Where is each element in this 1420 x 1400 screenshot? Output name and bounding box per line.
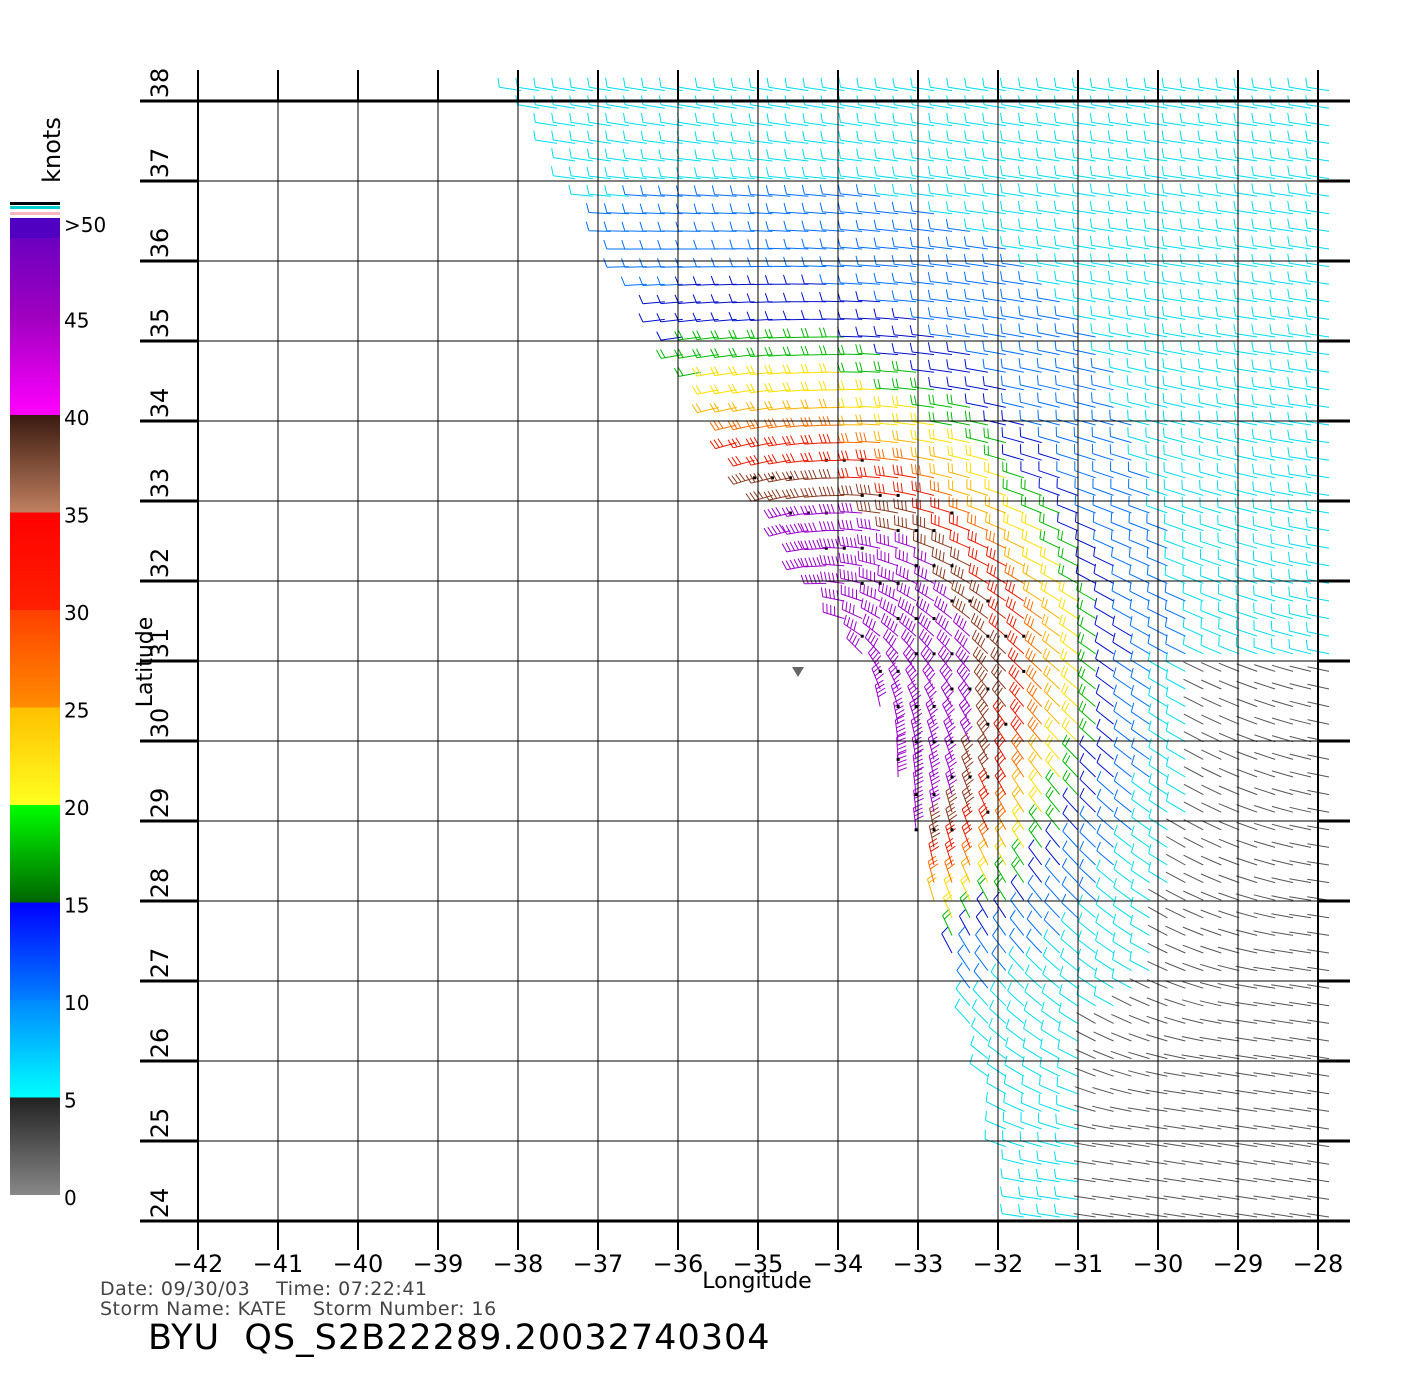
- color-legend: 0 5 10 15 20 25 30 35 40 45 >50: [10, 202, 106, 1210]
- y-tick-label: 30: [146, 708, 174, 739]
- storm-info-line: Storm Name: KATE Storm Number: 16: [100, 1298, 497, 1320]
- date-time-line: Date: 09/30/03 Time: 07:22:41: [100, 1278, 428, 1300]
- legend-bin: [10, 415, 60, 513]
- legend-stripe: [10, 202, 60, 205]
- x-tick-label: −33: [893, 1250, 944, 1278]
- x-tick-label: −36: [653, 1250, 704, 1278]
- y-tick-label: 32: [146, 548, 174, 579]
- y-axis-label: Latitude: [133, 617, 158, 708]
- legend-bin: [10, 610, 60, 708]
- legend-bin: [10, 1000, 60, 1098]
- file-title: BYU QS_S2B22289.20032740304: [148, 1318, 771, 1358]
- y-tick-label: 29: [146, 788, 174, 819]
- grid-lines: [197, 100, 1319, 1222]
- storm-center-icon: [792, 667, 804, 677]
- x-tick-label: −31: [1053, 1250, 1104, 1278]
- time-label: Time:: [276, 1278, 332, 1300]
- legend-bin: [10, 218, 60, 238]
- x-tick-label: −32: [973, 1250, 1024, 1278]
- legend-bin: [10, 805, 60, 903]
- legend-label: 0: [64, 1186, 77, 1210]
- legend-label: 45: [64, 309, 89, 333]
- storm-number-value: 16: [471, 1298, 497, 1320]
- x-tick-label: −37: [573, 1250, 624, 1278]
- x-tick-label: −40: [333, 1250, 384, 1278]
- y-tick-label: 27: [146, 948, 174, 979]
- time-value: 07:22:41: [338, 1278, 428, 1300]
- y-tick-label: 26: [146, 1028, 174, 1059]
- x-tick-label: −42: [173, 1250, 224, 1278]
- legend-label: 30: [64, 601, 89, 625]
- y-tick-label: 34: [146, 388, 174, 419]
- storm-name-label: Storm Name:: [100, 1298, 232, 1320]
- x-axis-ticks: −42 −41 −40 −39 −38 −37 −36 −35 −34 −33 −32 −31 −30 −…: [173, 70, 1344, 1278]
- y-tick-label: 38: [146, 68, 174, 99]
- legend-bin: [10, 317, 60, 415]
- legend-label: 25: [64, 699, 89, 723]
- legend-bin: [10, 1097, 60, 1195]
- x-axis-label: Longitude: [702, 1269, 811, 1294]
- y-axis-ticks: 24 25 26 27 28 29 30 31 32 33 34 35 36 37 38: [140, 68, 1350, 1223]
- y-tick-label: 28: [146, 868, 174, 899]
- x-tick-label: −41: [253, 1250, 304, 1278]
- y-tick-label: 24: [146, 1188, 174, 1219]
- x-tick-label: −28: [1293, 1250, 1344, 1278]
- storm-name-value: KATE: [237, 1298, 287, 1320]
- legend-label: 15: [64, 894, 89, 918]
- date-value: 09/30/03: [160, 1278, 251, 1300]
- legend-unit-label: knots: [38, 117, 66, 183]
- y-tick-label: 36: [146, 228, 174, 259]
- storm-center-marker: [792, 667, 804, 677]
- legend-label: 40: [64, 406, 89, 430]
- legend-stripe: [10, 206, 60, 209]
- y-tick-label: 37: [146, 148, 174, 179]
- storm-number-label: Storm Number:: [312, 1298, 465, 1320]
- legend-label: 20: [64, 796, 89, 820]
- x-tick-label: −38: [493, 1250, 544, 1278]
- y-tick-label: 33: [146, 468, 174, 499]
- y-tick-label: 25: [146, 1108, 174, 1139]
- date-label: Date:: [100, 1278, 155, 1300]
- legend-bin: [10, 902, 60, 1000]
- legend-bin: [10, 707, 60, 805]
- legend-bin: [10, 512, 60, 610]
- legend-label: 5: [64, 1089, 77, 1113]
- x-tick-label: −34: [813, 1250, 864, 1278]
- legend-label: 10: [64, 991, 89, 1015]
- legend-label: 35: [64, 504, 89, 528]
- x-tick-label: −35: [733, 1250, 784, 1278]
- legend-label: >50: [64, 213, 106, 237]
- x-tick-label: −39: [413, 1250, 464, 1278]
- x-tick-label: −29: [1213, 1250, 1264, 1278]
- y-tick-label: 35: [146, 308, 174, 339]
- wind-barbs: [497, 77, 1330, 1218]
- y-tick-label: 31: [146, 628, 174, 659]
- x-tick-label: −30: [1133, 1250, 1184, 1278]
- legend-stripe: [10, 212, 60, 215]
